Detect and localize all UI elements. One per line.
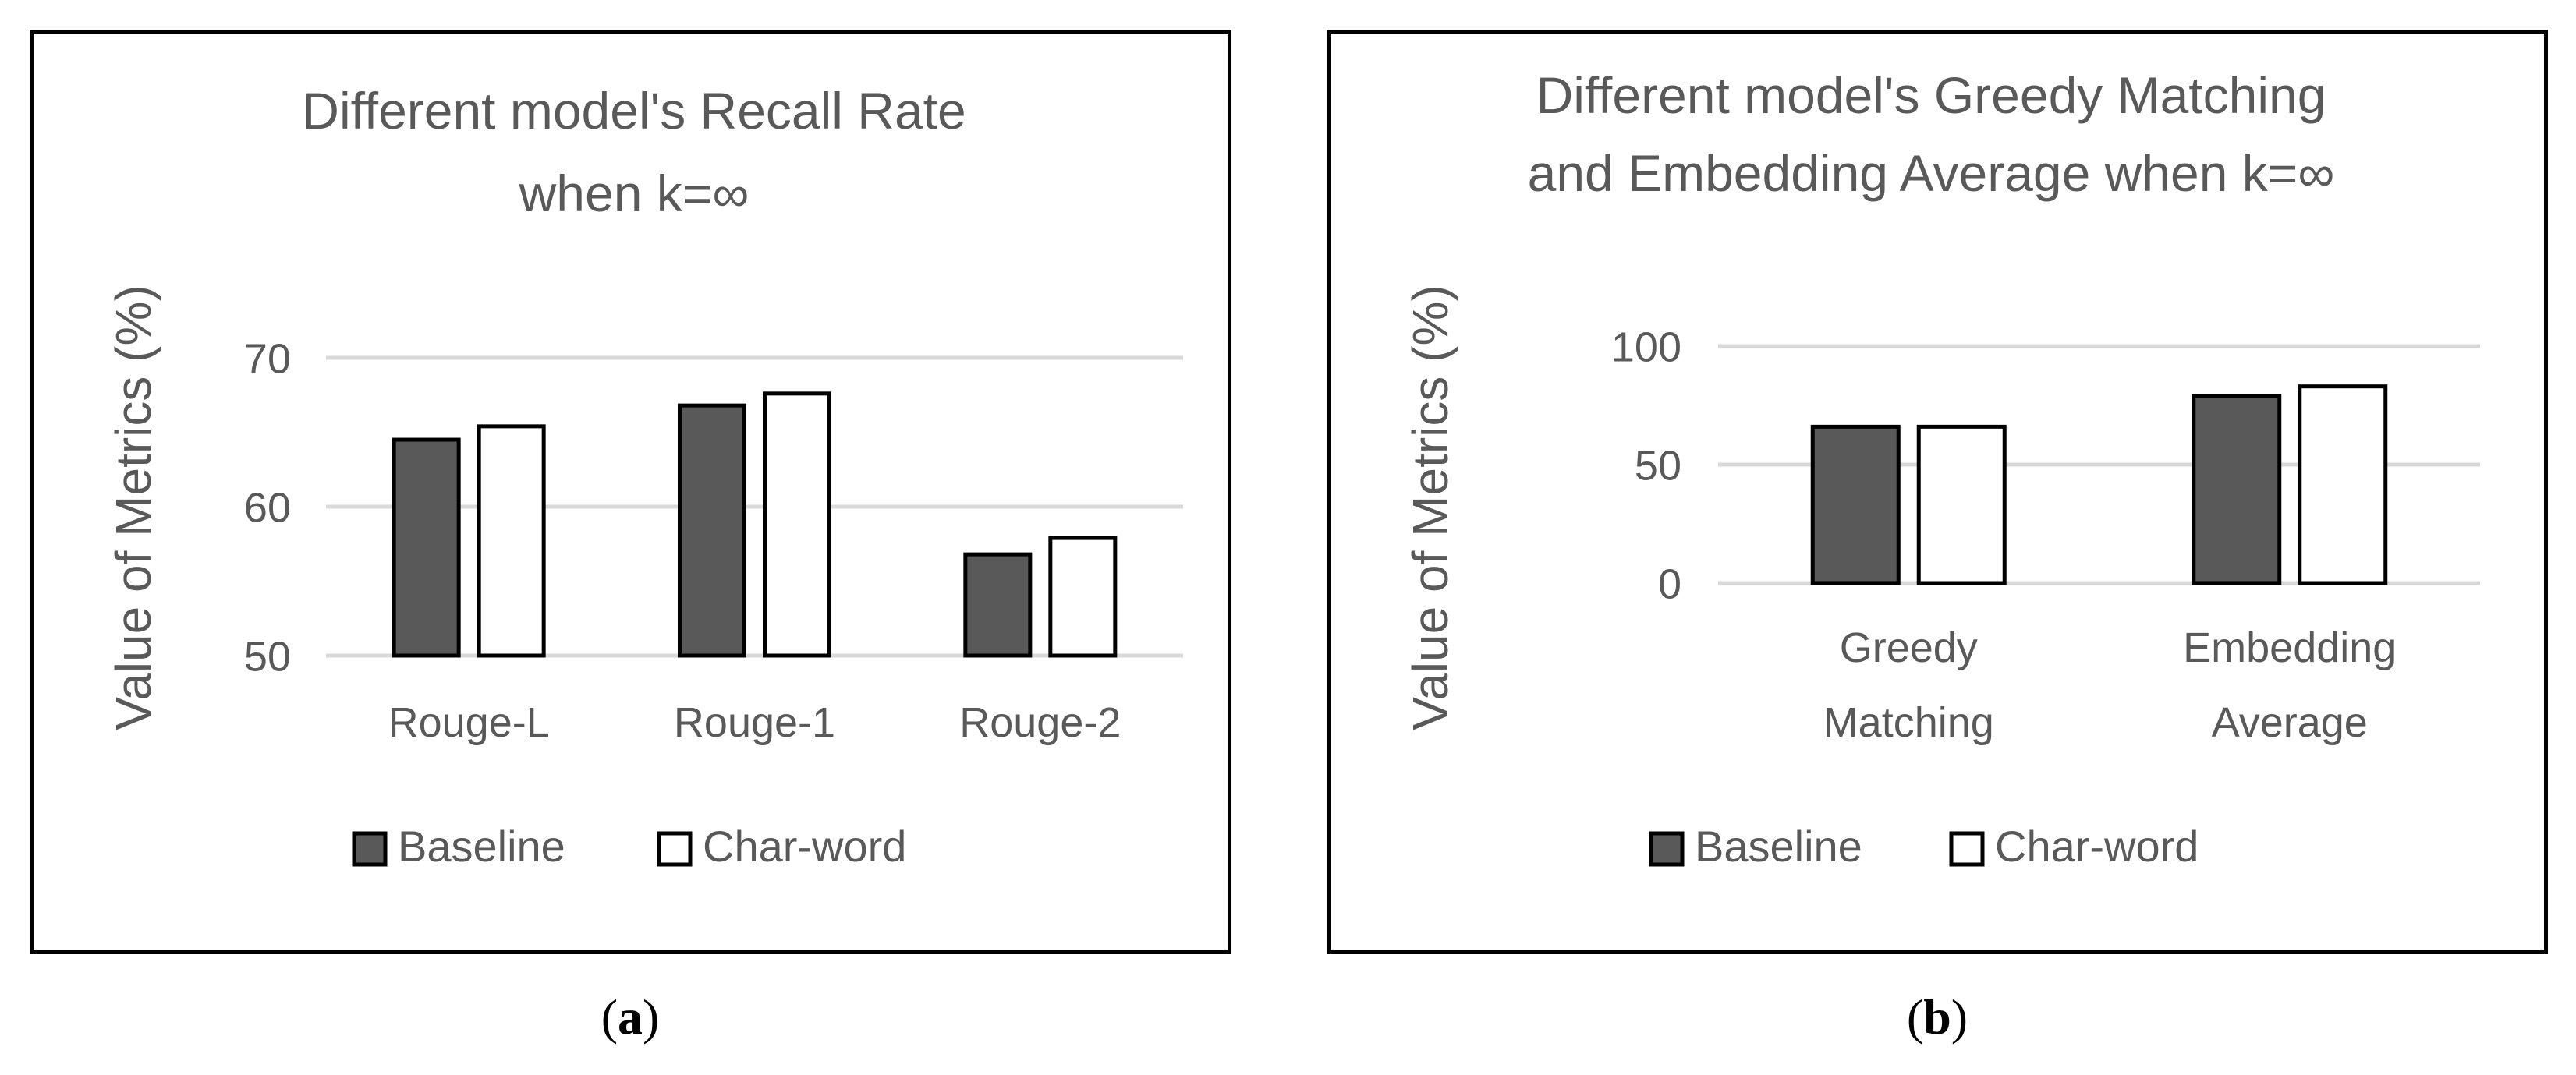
x-tick-label-b-1-line-1: Greedy [1840,624,1978,671]
chart-a: Different model's Recall Rate when k=∞ 50 6… [105,82,1183,871]
legend-label-a-char-word: Char-word [703,822,906,871]
bar-a-baseline-3 [963,552,1033,658]
bar-a-baseline-2 [678,403,746,658]
legend-label-b-char-word: Char-word [1995,822,2199,871]
bar-a-char-word-3 [1048,536,1118,658]
chart-title-b-line-1: Different model's Greedy Matching [1536,66,2326,124]
legend-swatch-a-char-word [657,831,693,867]
y-tick-label-a-50: 50 [244,633,291,680]
caption-b: (b) [1906,989,1968,1045]
chart-b: Different model's Greedy Matching and Emb… [1402,66,2480,871]
chart-panel-b: Different model's Greedy Matching and Emb… [1327,30,2548,954]
x-tick-label-b-2-line-2: Average [2212,699,2368,746]
x-tick-label-b-2-line-1: Embedding [2183,624,2396,671]
chart-title-b-line-2: and Embedding Average when k=∞ [1528,144,2335,202]
bar-a-char-word-2 [763,391,831,658]
caption-a: (a) [601,989,660,1045]
y-axis-label-a: Value of Metrics (%) [105,285,161,730]
y-axis-label-b: Value of Metrics (%) [1402,285,1458,730]
y-tick-label-b-50: 50 [1635,442,1681,489]
bar-a-char-word-1 [477,424,546,658]
legend-label-b-baseline: Baseline [1695,822,1862,871]
caption-a-letter: a [618,989,643,1045]
y-tick-label-a-60: 60 [244,484,291,531]
bar-b-baseline-1 [1810,424,1901,585]
x-tick-label-b-1-line-2: Matching [1823,699,1994,746]
x-tick-label-a-1: Rouge-L [388,699,550,746]
y-tick-label-a-70: 70 [244,335,291,382]
bar-a-baseline-1 [392,437,461,658]
legend-label-a-baseline: Baseline [398,822,565,871]
chart-title-a-line-1: Different model's Recall Rate [302,82,966,140]
chart-title-a-line-2: when k=∞ [519,164,749,222]
x-tick-label-a-2: Rouge-1 [674,699,835,746]
y-tick-label-b-100: 100 [1611,324,1681,370]
legend-swatch-a-baseline [352,831,388,867]
y-tick-label-b-0: 0 [1658,560,1681,607]
bar-b-baseline-2 [2192,394,2282,585]
bar-b-char-word-2 [2298,384,2388,585]
x-tick-label-a-3: Rouge-2 [959,699,1121,746]
bar-b-char-word-1 [1916,424,2007,585]
caption-b-letter: b [1923,989,1951,1045]
legend-swatch-b-char-word [1949,831,1985,867]
legend-swatch-b-baseline [1649,831,1685,867]
chart-panel-a: Different model's Recall Rate when k=∞ 50 6… [30,30,1231,954]
